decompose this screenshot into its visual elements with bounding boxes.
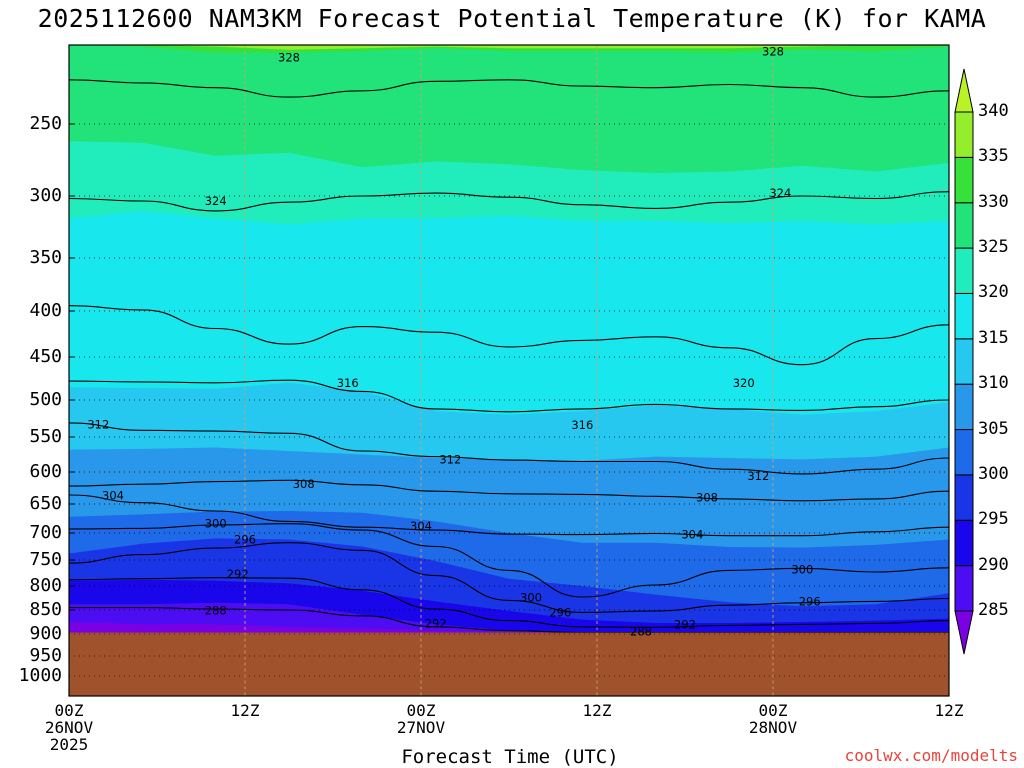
x-tick-label: 12Z xyxy=(934,701,964,720)
contour-label-296: 296 xyxy=(549,605,571,619)
contour-316 xyxy=(69,379,949,413)
colorbar-label: 295 xyxy=(978,509,1009,530)
colorbar-label: 335 xyxy=(978,146,1009,167)
contour-320 xyxy=(69,305,949,366)
colorbar-segment-335 xyxy=(954,111,974,158)
contour-labels: 328 328 324 324 320 316 316 312 312 312 308 308 304 3… xyxy=(87,44,820,638)
colorbar-label: 310 xyxy=(978,373,1009,394)
contour-label-312: 312 xyxy=(747,469,769,483)
y-tick-label: 250 xyxy=(29,113,62,134)
contour-label-300: 300 xyxy=(205,517,227,531)
contour-328 xyxy=(69,79,949,98)
contour-label-324: 324 xyxy=(769,186,791,200)
colorbar-lower-arrow xyxy=(954,610,974,655)
y-tick-label: 950 xyxy=(29,645,62,666)
colorbar-label: 285 xyxy=(978,600,1009,620)
colorbar-label: 325 xyxy=(978,237,1009,258)
contour-label-300: 300 xyxy=(791,562,813,576)
colorbar-segment-325 xyxy=(954,202,974,249)
colorbar-upper-arrow xyxy=(954,68,974,113)
contour-label-304: 304 xyxy=(681,528,703,542)
y-tick-label: 400 xyxy=(29,300,62,321)
x-tick-label: 00Z 28NOV xyxy=(748,701,798,737)
plot-frame xyxy=(68,44,950,697)
colorbar-label: 315 xyxy=(978,327,1009,348)
y-tick-label: 700 xyxy=(29,522,62,543)
y-tick-label: 750 xyxy=(29,549,62,570)
colorbar-segment-300 xyxy=(954,429,974,476)
source-credit[interactable]: coolwx.com/modelts xyxy=(844,746,1018,765)
theta-contours xyxy=(69,79,949,634)
contour-label-288: 288 xyxy=(630,625,652,639)
contour-label-312: 312 xyxy=(439,452,461,466)
contour-label-320: 320 xyxy=(733,376,755,390)
contour-label-288: 288 xyxy=(205,603,227,617)
colorbar-label: 320 xyxy=(978,282,1009,303)
x-tick-label: 00Z 26NOV 2025 xyxy=(44,701,94,754)
terrain-block xyxy=(68,632,950,696)
contour-label-296: 296 xyxy=(799,594,821,608)
contour-label-308: 308 xyxy=(293,477,315,491)
contour-label-324: 324 xyxy=(205,194,227,208)
contour-label-316: 316 xyxy=(571,418,593,432)
y-tick-label: 550 xyxy=(29,426,62,447)
contour-308 xyxy=(69,479,949,502)
y-tick-label: 350 xyxy=(29,247,62,268)
contour-label-316: 316 xyxy=(337,376,359,390)
colorbar-segment-315 xyxy=(954,292,974,340)
y-tick-label: 600 xyxy=(29,461,62,482)
y-tick-label: 900 xyxy=(29,623,62,644)
y-tick-label: 650 xyxy=(29,493,62,514)
y-tick-label: 500 xyxy=(29,389,62,410)
colorbar-segment-320 xyxy=(954,247,974,294)
contour-300 xyxy=(69,523,949,598)
contour-label-304: 304 xyxy=(410,519,432,533)
y-tick-label: 800 xyxy=(29,575,62,596)
contour-label-304: 304 xyxy=(102,489,124,503)
contour-label-292: 292 xyxy=(425,616,447,630)
contour-label-296: 296 xyxy=(234,532,256,546)
chart-title: 2025112600 NAM3KM Forecast Potential Tem… xyxy=(37,4,987,33)
colorbar-segment-295 xyxy=(954,474,974,521)
y-tick-label: 850 xyxy=(29,599,62,620)
terrain-ground xyxy=(69,632,949,696)
colorbar-label: 340 xyxy=(978,101,1009,121)
colorbar-label: 330 xyxy=(978,191,1009,212)
colorbar-segment-330 xyxy=(954,156,974,204)
contour-304 xyxy=(69,494,949,537)
contour-label-300: 300 xyxy=(520,591,542,605)
y-tick-label: 300 xyxy=(29,185,62,206)
contour-label-328: 328 xyxy=(278,51,300,65)
contour-label-308: 308 xyxy=(696,491,718,505)
theta-color-bands xyxy=(69,45,949,696)
contour-label-312: 312 xyxy=(87,417,109,431)
x-tick-label: 00Z 27NOV xyxy=(396,701,446,737)
colorbar-label: 305 xyxy=(978,418,1009,439)
contour-label-292: 292 xyxy=(674,617,696,631)
contour-296 xyxy=(69,542,949,613)
colorbar-segment-310 xyxy=(954,338,974,385)
band-325 xyxy=(69,45,949,173)
y-tick-label: 1000 xyxy=(18,665,62,686)
x-axis-label: Forecast Time (UTC) xyxy=(401,746,619,768)
colorbar-segment-290 xyxy=(954,519,974,567)
band-335 xyxy=(69,45,949,50)
colorbar-segment-305 xyxy=(954,383,974,431)
contour-312 xyxy=(69,422,949,475)
y-tick-label: 450 xyxy=(29,346,62,367)
contour-292 xyxy=(69,577,949,628)
colorbar-label: 290 xyxy=(978,554,1009,575)
contour-324 xyxy=(69,191,949,212)
colorbar xyxy=(954,68,974,655)
colorbar-label: 300 xyxy=(978,463,1009,484)
x-tick-label: 12Z xyxy=(582,701,612,720)
colorbar-segment-285 xyxy=(954,565,974,612)
x-tick-label: 12Z xyxy=(230,701,260,720)
contour-label-328: 328 xyxy=(762,44,784,58)
contour-label-292: 292 xyxy=(227,567,249,581)
